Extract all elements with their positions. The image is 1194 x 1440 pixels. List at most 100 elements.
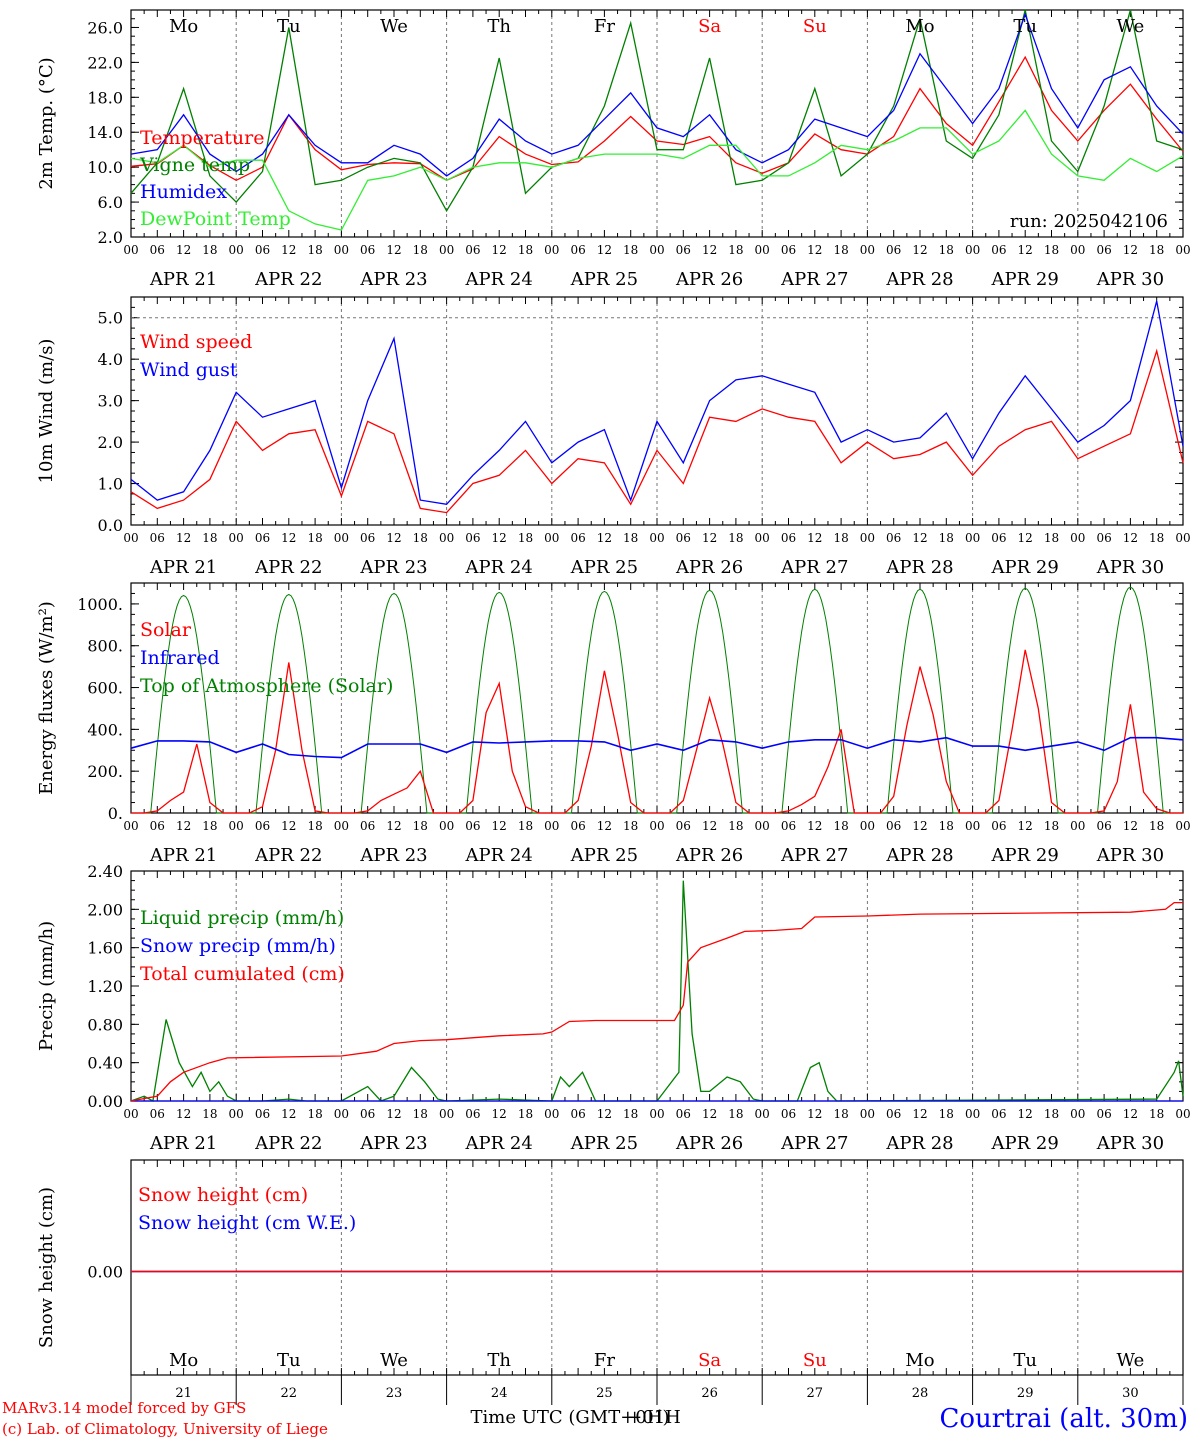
hour-tick-label: 12 [702, 243, 717, 257]
hour-tick-label: 00 [334, 1107, 349, 1121]
y-tick-label: 4.0 [98, 350, 123, 369]
date-label: APR 27 [780, 557, 848, 578]
hour-tick-label: 06 [150, 819, 165, 833]
hour-tick-label: 18 [623, 531, 638, 545]
hour-tick-label: 18 [202, 1107, 217, 1121]
hour-tick-label: 18 [1149, 1107, 1164, 1121]
date-label: APR 25 [570, 557, 638, 578]
hour-tick-label: 06 [255, 531, 270, 545]
date-label: APR 30 [1096, 557, 1164, 578]
hour-tick-label: 12 [386, 531, 401, 545]
date-label: APR 28 [885, 845, 953, 866]
hour-tick-label: 00 [544, 243, 559, 257]
hour-tick-label: 12 [176, 243, 191, 257]
date-label: APR 28 [885, 269, 953, 290]
hour-tick-label: 00 [439, 243, 454, 257]
y-axis-label: Precip (mm/h) [36, 921, 57, 1051]
hour-tick-label: 00 [334, 243, 349, 257]
hour-tick-label: 06 [360, 819, 375, 833]
hour-tick-label: 06 [676, 1107, 691, 1121]
hour-tick-label: 06 [570, 243, 585, 257]
y-tick-label: 1.20 [87, 977, 123, 996]
hour-tick-label: 00 [965, 243, 980, 257]
weekday-label: Tu [1013, 16, 1037, 37]
legend-entry: Liquid precip (mm/h) [140, 907, 344, 929]
hour-tick-label: 06 [360, 243, 375, 257]
hour-tick-label: 06 [360, 1107, 375, 1121]
hour-tick-label: 00 [544, 819, 559, 833]
hour-tick-label: 12 [702, 531, 717, 545]
hour-tick-label: 18 [307, 1107, 322, 1121]
date-label: APR 29 [991, 557, 1059, 578]
hour-tick-label: 00 [1070, 531, 1085, 545]
hour-tick-label: 06 [781, 819, 796, 833]
hour-tick-label: 06 [150, 1107, 165, 1121]
hour-tick-label: 00 [965, 819, 980, 833]
hour-tick-label: 00 [649, 243, 664, 257]
date-label: APR 30 [1096, 269, 1164, 290]
hour-tick-label: 00 [1070, 243, 1085, 257]
hour-tick-label: 12 [912, 243, 927, 257]
hour-tick-label: 12 [1123, 243, 1138, 257]
hour-tick-label: 18 [1044, 819, 1059, 833]
hour-tick-label: 06 [1096, 531, 1111, 545]
hour-tick-label: 12 [386, 1107, 401, 1121]
weekday-label: Tu [1013, 1350, 1037, 1371]
x-axis-label: Time UTC (GMT+0H) [471, 1407, 670, 1428]
hour-tick-label: 12 [1123, 531, 1138, 545]
hour-tick-label: 06 [991, 531, 1006, 545]
hour-tick-label: 06 [150, 243, 165, 257]
hour-tick-label: 12 [702, 1107, 717, 1121]
weekday-label: Tu [277, 1350, 301, 1371]
hour-tick-label: 06 [886, 819, 901, 833]
day-number: 23 [386, 1386, 403, 1401]
y-axis-label: Energy fluxes (W/m²) [36, 601, 57, 795]
hour-tick-label: 12 [176, 819, 191, 833]
day-number: 30 [1122, 1386, 1139, 1401]
hour-tick-label: 12 [492, 531, 507, 545]
date-label: APR 29 [991, 269, 1059, 290]
y-tick-label: 200. [87, 762, 123, 781]
weekday-label: Mo [905, 16, 934, 37]
hour-tick-label: 06 [465, 1107, 480, 1121]
hour-tick-label: 00 [649, 531, 664, 545]
hour-tick-label: 18 [307, 531, 322, 545]
hour-tick-label: 06 [886, 1107, 901, 1121]
hour-tick-label: 12 [386, 819, 401, 833]
date-label: APR 28 [885, 557, 953, 578]
hour-tick-label: 18 [307, 819, 322, 833]
weekday-label: We [1117, 16, 1145, 37]
hour-tick-label: 00 [860, 819, 875, 833]
hour-tick-label: 06 [781, 1107, 796, 1121]
hour-tick-label: 06 [255, 243, 270, 257]
weekday-label: Su [803, 16, 827, 37]
day-number: 21 [175, 1386, 192, 1401]
hour-tick-label: 00 [1175, 531, 1190, 545]
series-line [130, 736, 1184, 759]
y-tick-label: 14.0 [87, 123, 123, 142]
day-number: 27 [807, 1386, 824, 1401]
hour-tick-label: 00 [544, 531, 559, 545]
hour-tick-label: 06 [1096, 819, 1111, 833]
hour-tick-label: 00 [123, 531, 138, 545]
date-label: APR 27 [780, 1133, 848, 1154]
hour-tick-label: 18 [939, 1107, 954, 1121]
x-axis-label-overlap: +01H [627, 1407, 681, 1428]
hour-tick-label: 12 [807, 531, 822, 545]
hour-tick-label: 06 [886, 531, 901, 545]
day-number: 24 [491, 1386, 508, 1401]
hour-tick-label: 00 [1070, 819, 1085, 833]
y-tick-label: 600. [87, 679, 123, 698]
hour-tick-label: 18 [833, 819, 848, 833]
y-tick-label: 2.0 [98, 433, 123, 452]
hour-tick-label: 18 [1149, 819, 1164, 833]
hour-tick-label: 00 [755, 1107, 770, 1121]
date-label: APR 25 [570, 1133, 638, 1154]
date-label: APR 23 [359, 557, 427, 578]
hour-tick-label: 18 [413, 243, 428, 257]
hour-tick-label: 18 [728, 243, 743, 257]
hour-tick-label: 06 [570, 819, 585, 833]
hour-tick-label: 18 [623, 1107, 638, 1121]
series-line [130, 55, 1184, 182]
